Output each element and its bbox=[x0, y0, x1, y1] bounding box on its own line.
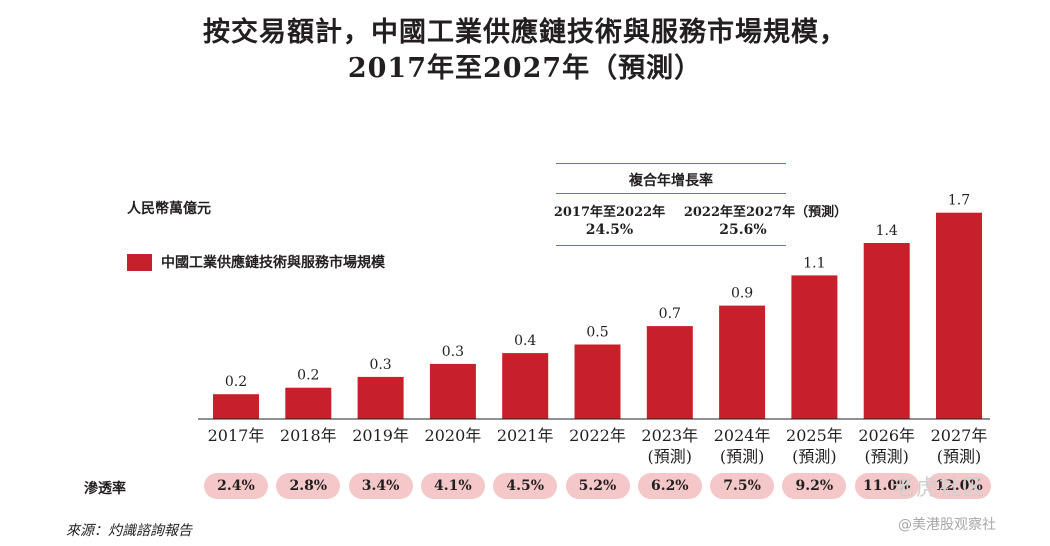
data-label-9: 1.4 bbox=[876, 223, 898, 239]
cagr-period-2-label: 2022年至2027年（預測） bbox=[683, 205, 848, 220]
penetration-rate-1: 2.8% bbox=[276, 473, 341, 499]
x-tick-label-5: 2022年 bbox=[569, 426, 626, 445]
cagr-period-1-label: 2017年至2022年 bbox=[553, 205, 666, 220]
bar-2 bbox=[357, 376, 404, 419]
penetration-rate-5: 5.2% bbox=[565, 473, 630, 499]
watermark-text: 老虎社区 bbox=[893, 476, 986, 501]
data-label-10: 1.7 bbox=[948, 193, 970, 209]
bar-5 bbox=[574, 344, 621, 419]
data-label-4: 0.4 bbox=[514, 333, 536, 349]
x-tick-label-2: 2019年 bbox=[352, 426, 409, 445]
legend: 中國工業供應鏈技術與服務市場規模 bbox=[127, 252, 385, 272]
data-label-1: 0.2 bbox=[297, 368, 319, 384]
bar-8 bbox=[791, 275, 838, 419]
x-tick-label-10: 2027年 bbox=[931, 426, 988, 445]
bar-0 bbox=[213, 394, 259, 419]
bar-3 bbox=[429, 363, 476, 419]
bar-6 bbox=[646, 326, 693, 419]
legend-swatch bbox=[127, 253, 152, 271]
cagr-top-rule bbox=[556, 163, 786, 164]
cagr-title: 複合年增長率 bbox=[629, 173, 713, 189]
penetration-rate-9: 11.0% bbox=[854, 473, 919, 499]
legend-label: 中國工業供應鏈技術與服務市場規模 bbox=[161, 255, 385, 271]
watermark-handle: @美港股观察社 bbox=[898, 517, 996, 533]
source-note: 來源：灼識諮詢報告 bbox=[66, 523, 192, 539]
x-tick-label-8: 2025年 bbox=[786, 426, 843, 445]
penetration-rate-3: 4.1% bbox=[420, 473, 485, 499]
x-tick-label-7: 2024年 bbox=[714, 426, 771, 445]
bar-4 bbox=[502, 353, 549, 419]
data-label-0: 0.2 bbox=[225, 374, 247, 390]
bar-10 bbox=[936, 212, 982, 419]
penetration-rate-0: 2.4% bbox=[204, 473, 268, 499]
x-tick-label-3: 2020年 bbox=[425, 426, 482, 445]
bar-1 bbox=[285, 387, 332, 419]
x-tick-label-4: 2021年 bbox=[497, 426, 554, 445]
cagr-period-2-value: 25.6% bbox=[719, 222, 767, 238]
penetration-label: 滲透率 bbox=[84, 481, 126, 497]
x-tick-label-0: 2017年 bbox=[208, 426, 265, 445]
cagr-middle-rule bbox=[556, 193, 786, 194]
x-tick-label-8-sub: (預測) bbox=[792, 447, 837, 466]
chart-title-line2: 2017年至2027年（預測） bbox=[347, 53, 703, 84]
cagr-period-1-value: 24.5% bbox=[585, 222, 634, 238]
x-tick-label-1: 2018年 bbox=[280, 426, 337, 445]
data-label-6: 0.7 bbox=[659, 306, 681, 322]
penetration-rate-10: 12.0% bbox=[927, 473, 991, 499]
x-tick-label-7-sub: (預測) bbox=[720, 447, 765, 466]
x-tick-label-9: 2026年 bbox=[858, 426, 915, 445]
bar-7 bbox=[719, 305, 766, 419]
x-tick-label-6: 2023年 bbox=[641, 426, 698, 445]
data-label-3: 0.3 bbox=[442, 344, 464, 360]
penetration-rate-4: 4.5% bbox=[493, 473, 558, 499]
penetration-rate-6: 6.2% bbox=[637, 473, 702, 499]
penetration-rate-7: 7.5% bbox=[710, 473, 775, 499]
data-label-7: 0.9 bbox=[731, 286, 753, 302]
bar-9 bbox=[863, 243, 910, 419]
data-label-2: 0.3 bbox=[369, 357, 391, 373]
unit-label: 人民幣萬億元 bbox=[127, 201, 211, 217]
data-label-5: 0.5 bbox=[586, 325, 608, 341]
x-tick-label-6-sub: (預測) bbox=[648, 447, 693, 466]
data-label-8: 1.1 bbox=[803, 255, 825, 271]
cagr-bottom-rule bbox=[556, 245, 786, 246]
penetration-rate-8: 9.2% bbox=[782, 473, 847, 499]
chart-title-line1: 按交易額計，中國工業供應鏈技術與服務市場規模， bbox=[203, 17, 847, 48]
penetration-rate-2: 3.4% bbox=[348, 473, 413, 499]
x-tick-label-10-sub: (預測) bbox=[937, 447, 982, 466]
x-tick-label-9-sub: (預測) bbox=[864, 447, 909, 466]
